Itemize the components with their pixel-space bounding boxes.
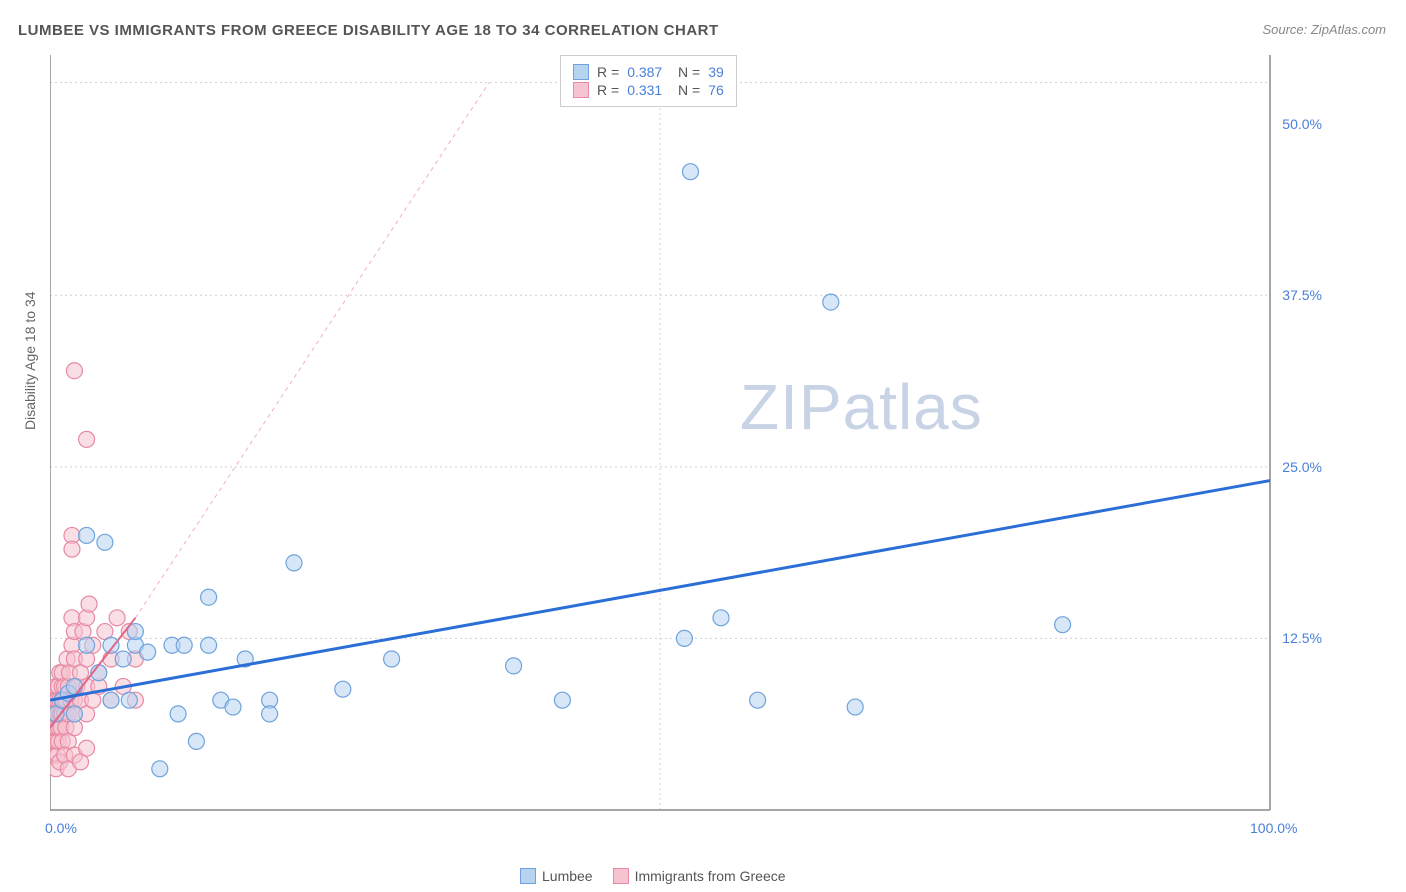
n-value-lumbee: 39 [708, 64, 724, 80]
r-label: R = [597, 82, 619, 98]
plot-area: 12.5%25.0%37.5%50.0%0.0%100.0% [50, 50, 1330, 840]
legend-label: Lumbee [542, 868, 593, 884]
swatch-pink-icon [613, 868, 629, 884]
swatch-blue-icon [573, 64, 589, 80]
y-tick-label: 37.5% [1282, 287, 1322, 303]
n-label: N = [670, 82, 700, 98]
source-attribution: Source: ZipAtlas.com [1262, 22, 1386, 37]
watermark: ZIPatlas [740, 370, 983, 444]
r-value-greece: 0.331 [627, 82, 662, 98]
n-value-greece: 76 [708, 82, 724, 98]
stats-row-greece: R = 0.331 N = 76 [573, 82, 724, 98]
r-value-lumbee: 0.387 [627, 64, 662, 80]
x-tick-label: 100.0% [1250, 820, 1297, 836]
stats-row-lumbee: R = 0.387 N = 39 [573, 64, 724, 80]
stats-legend-box: R = 0.387 N = 39 R = 0.331 N = 76 [560, 55, 737, 107]
chart-title: LUMBEE VS IMMIGRANTS FROM GREECE DISABIL… [18, 22, 719, 39]
scatter-chart [50, 50, 1330, 840]
x-tick-label: 0.0% [45, 820, 77, 836]
r-label: R = [597, 64, 619, 80]
watermark-zip: ZIP [740, 371, 843, 443]
swatch-pink-icon [573, 82, 589, 98]
y-tick-label: 50.0% [1282, 116, 1322, 132]
y-axis-label: Disability Age 18 to 34 [22, 291, 38, 430]
series-legend: Lumbee Immigrants from Greece [520, 868, 786, 884]
watermark-rest: atlas [843, 371, 983, 443]
legend-label: Immigrants from Greece [635, 868, 786, 884]
y-tick-label: 25.0% [1282, 459, 1322, 475]
legend-item-greece: Immigrants from Greece [613, 868, 786, 884]
legend-item-lumbee: Lumbee [520, 868, 593, 884]
swatch-blue-icon [520, 868, 536, 884]
y-tick-label: 12.5% [1282, 630, 1322, 646]
n-label: N = [670, 64, 700, 80]
